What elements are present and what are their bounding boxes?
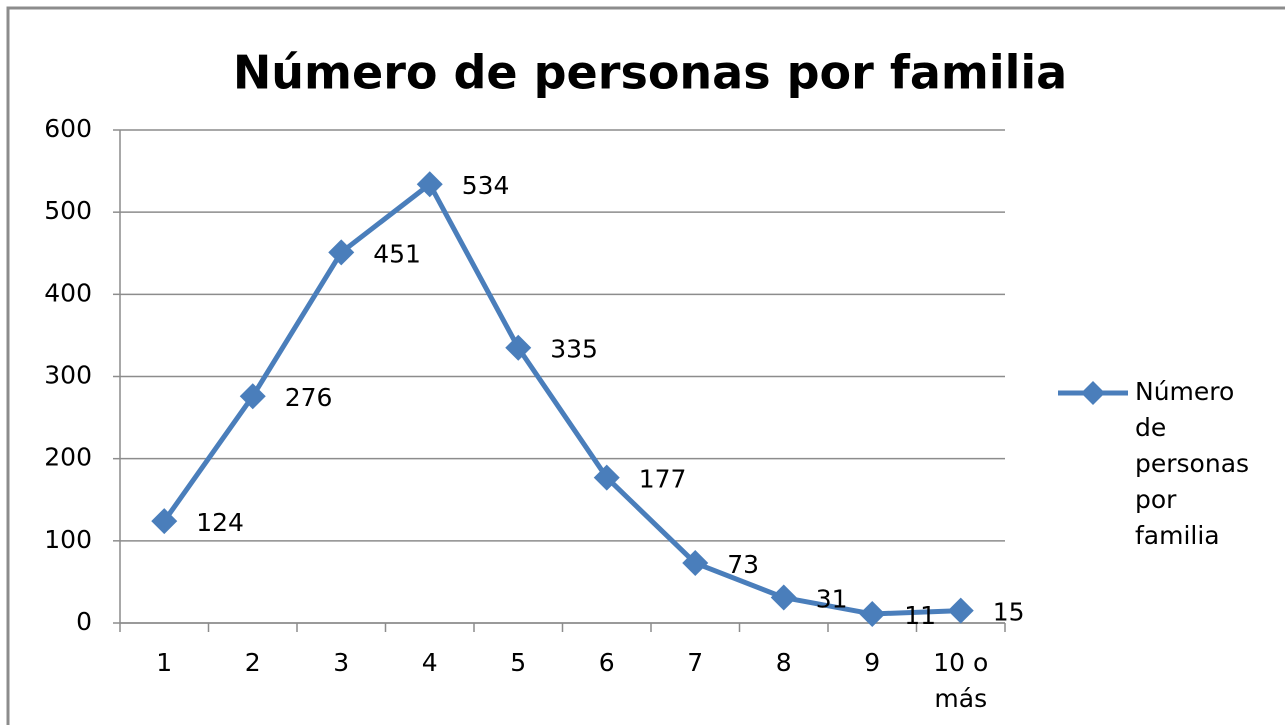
data-label: 177 [639, 465, 687, 494]
data-label: 124 [196, 508, 244, 537]
marker [416, 171, 443, 198]
x-tick-label: 4 [421, 648, 438, 677]
marker [859, 600, 886, 627]
marker [239, 383, 266, 410]
legend-marker [1081, 381, 1105, 405]
marker [682, 550, 709, 577]
y-tick-label: 600 [44, 114, 92, 143]
marker [770, 584, 797, 611]
chart-frame [6, 6, 1285, 725]
marker [151, 508, 178, 535]
line [162, 181, 961, 617]
marker [505, 334, 532, 361]
marker [328, 239, 355, 266]
x-tick-label: 7 [687, 648, 704, 677]
data-label: 451 [373, 239, 421, 268]
y-tick-label: 400 [44, 278, 92, 307]
data-label: 11 [904, 601, 936, 630]
data-label: 15 [993, 598, 1025, 627]
y-tick-label: 500 [44, 196, 92, 225]
data-label: 73 [727, 550, 759, 579]
x-tick-label: 9 [864, 648, 881, 677]
x-tick-label: 3 [333, 648, 350, 677]
y-tick-label: 200 [44, 443, 92, 472]
data-label: 31 [816, 585, 848, 614]
data-label: 335 [550, 335, 598, 364]
y-tick-label: 0 [76, 607, 92, 636]
y-tick-label: 100 [44, 525, 92, 554]
x-tick-label: 5 [510, 648, 527, 677]
marker [947, 597, 974, 624]
chart-title: Número de personas por familia [233, 46, 1067, 100]
marker [593, 464, 620, 491]
x-tick-label: 6 [598, 648, 615, 677]
x-tick-label: 10 o más [933, 648, 989, 713]
x-tick-label: 2 [244, 648, 261, 677]
data-label: 534 [462, 171, 510, 200]
y-tick-label: 300 [44, 361, 92, 390]
x-tick-label: 1 [156, 648, 173, 677]
data-label: 276 [285, 383, 333, 412]
x-tick-label: 8 [775, 648, 792, 677]
legend-label: Número de personas por familia [1135, 377, 1250, 550]
